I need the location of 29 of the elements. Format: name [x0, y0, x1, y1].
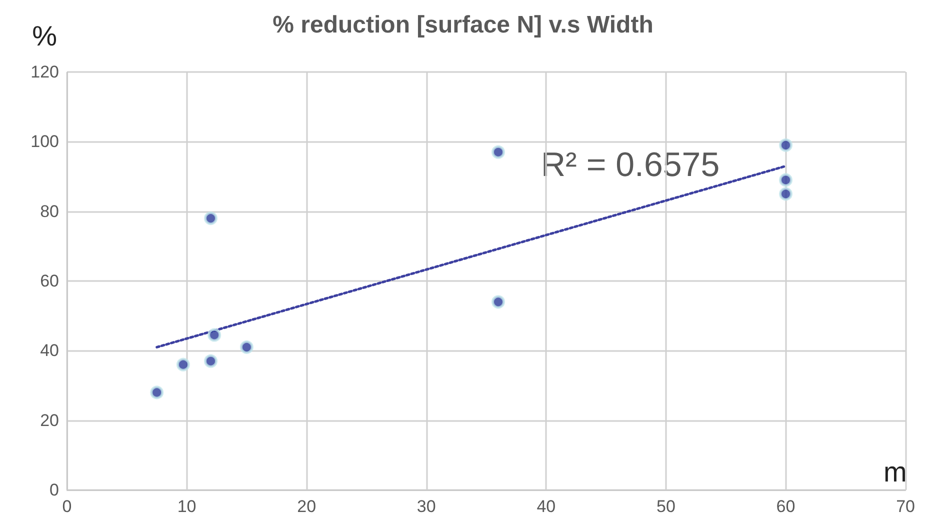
y-tick-label: 40: [40, 341, 59, 360]
x-tick-label: 60: [776, 497, 796, 516]
chart-title: % reduction [surface N] v.s Width: [272, 12, 654, 38]
x-tick-label: 70: [896, 497, 916, 516]
x-tick-label: 40: [536, 497, 556, 516]
point: [779, 138, 793, 152]
point: [779, 187, 793, 201]
point: [492, 145, 505, 159]
x-tick-label: 0: [62, 497, 72, 516]
y-tick-label: 60: [40, 272, 59, 290]
point: [204, 354, 218, 368]
y-tick-label: 0: [50, 480, 59, 500]
y-axis-title: %: [32, 20, 57, 52]
x-axis-title: m: [884, 456, 907, 488]
y-tick-label: 80: [40, 202, 59, 221]
x-tick-label: 30: [416, 497, 436, 516]
y-tick-label: 100: [30, 132, 59, 152]
y-tick-label: 20: [40, 410, 59, 430]
point: [204, 212, 218, 226]
point: [492, 295, 505, 309]
x-tick-label: 20: [297, 497, 316, 516]
y-tick-label: 120: [30, 62, 59, 82]
point: [176, 358, 190, 372]
point: [779, 173, 793, 187]
x-tick-label: 10: [177, 497, 196, 516]
point: [150, 386, 164, 400]
point: [208, 328, 222, 342]
point: [240, 340, 254, 354]
x-tick-label: 50: [656, 497, 676, 516]
